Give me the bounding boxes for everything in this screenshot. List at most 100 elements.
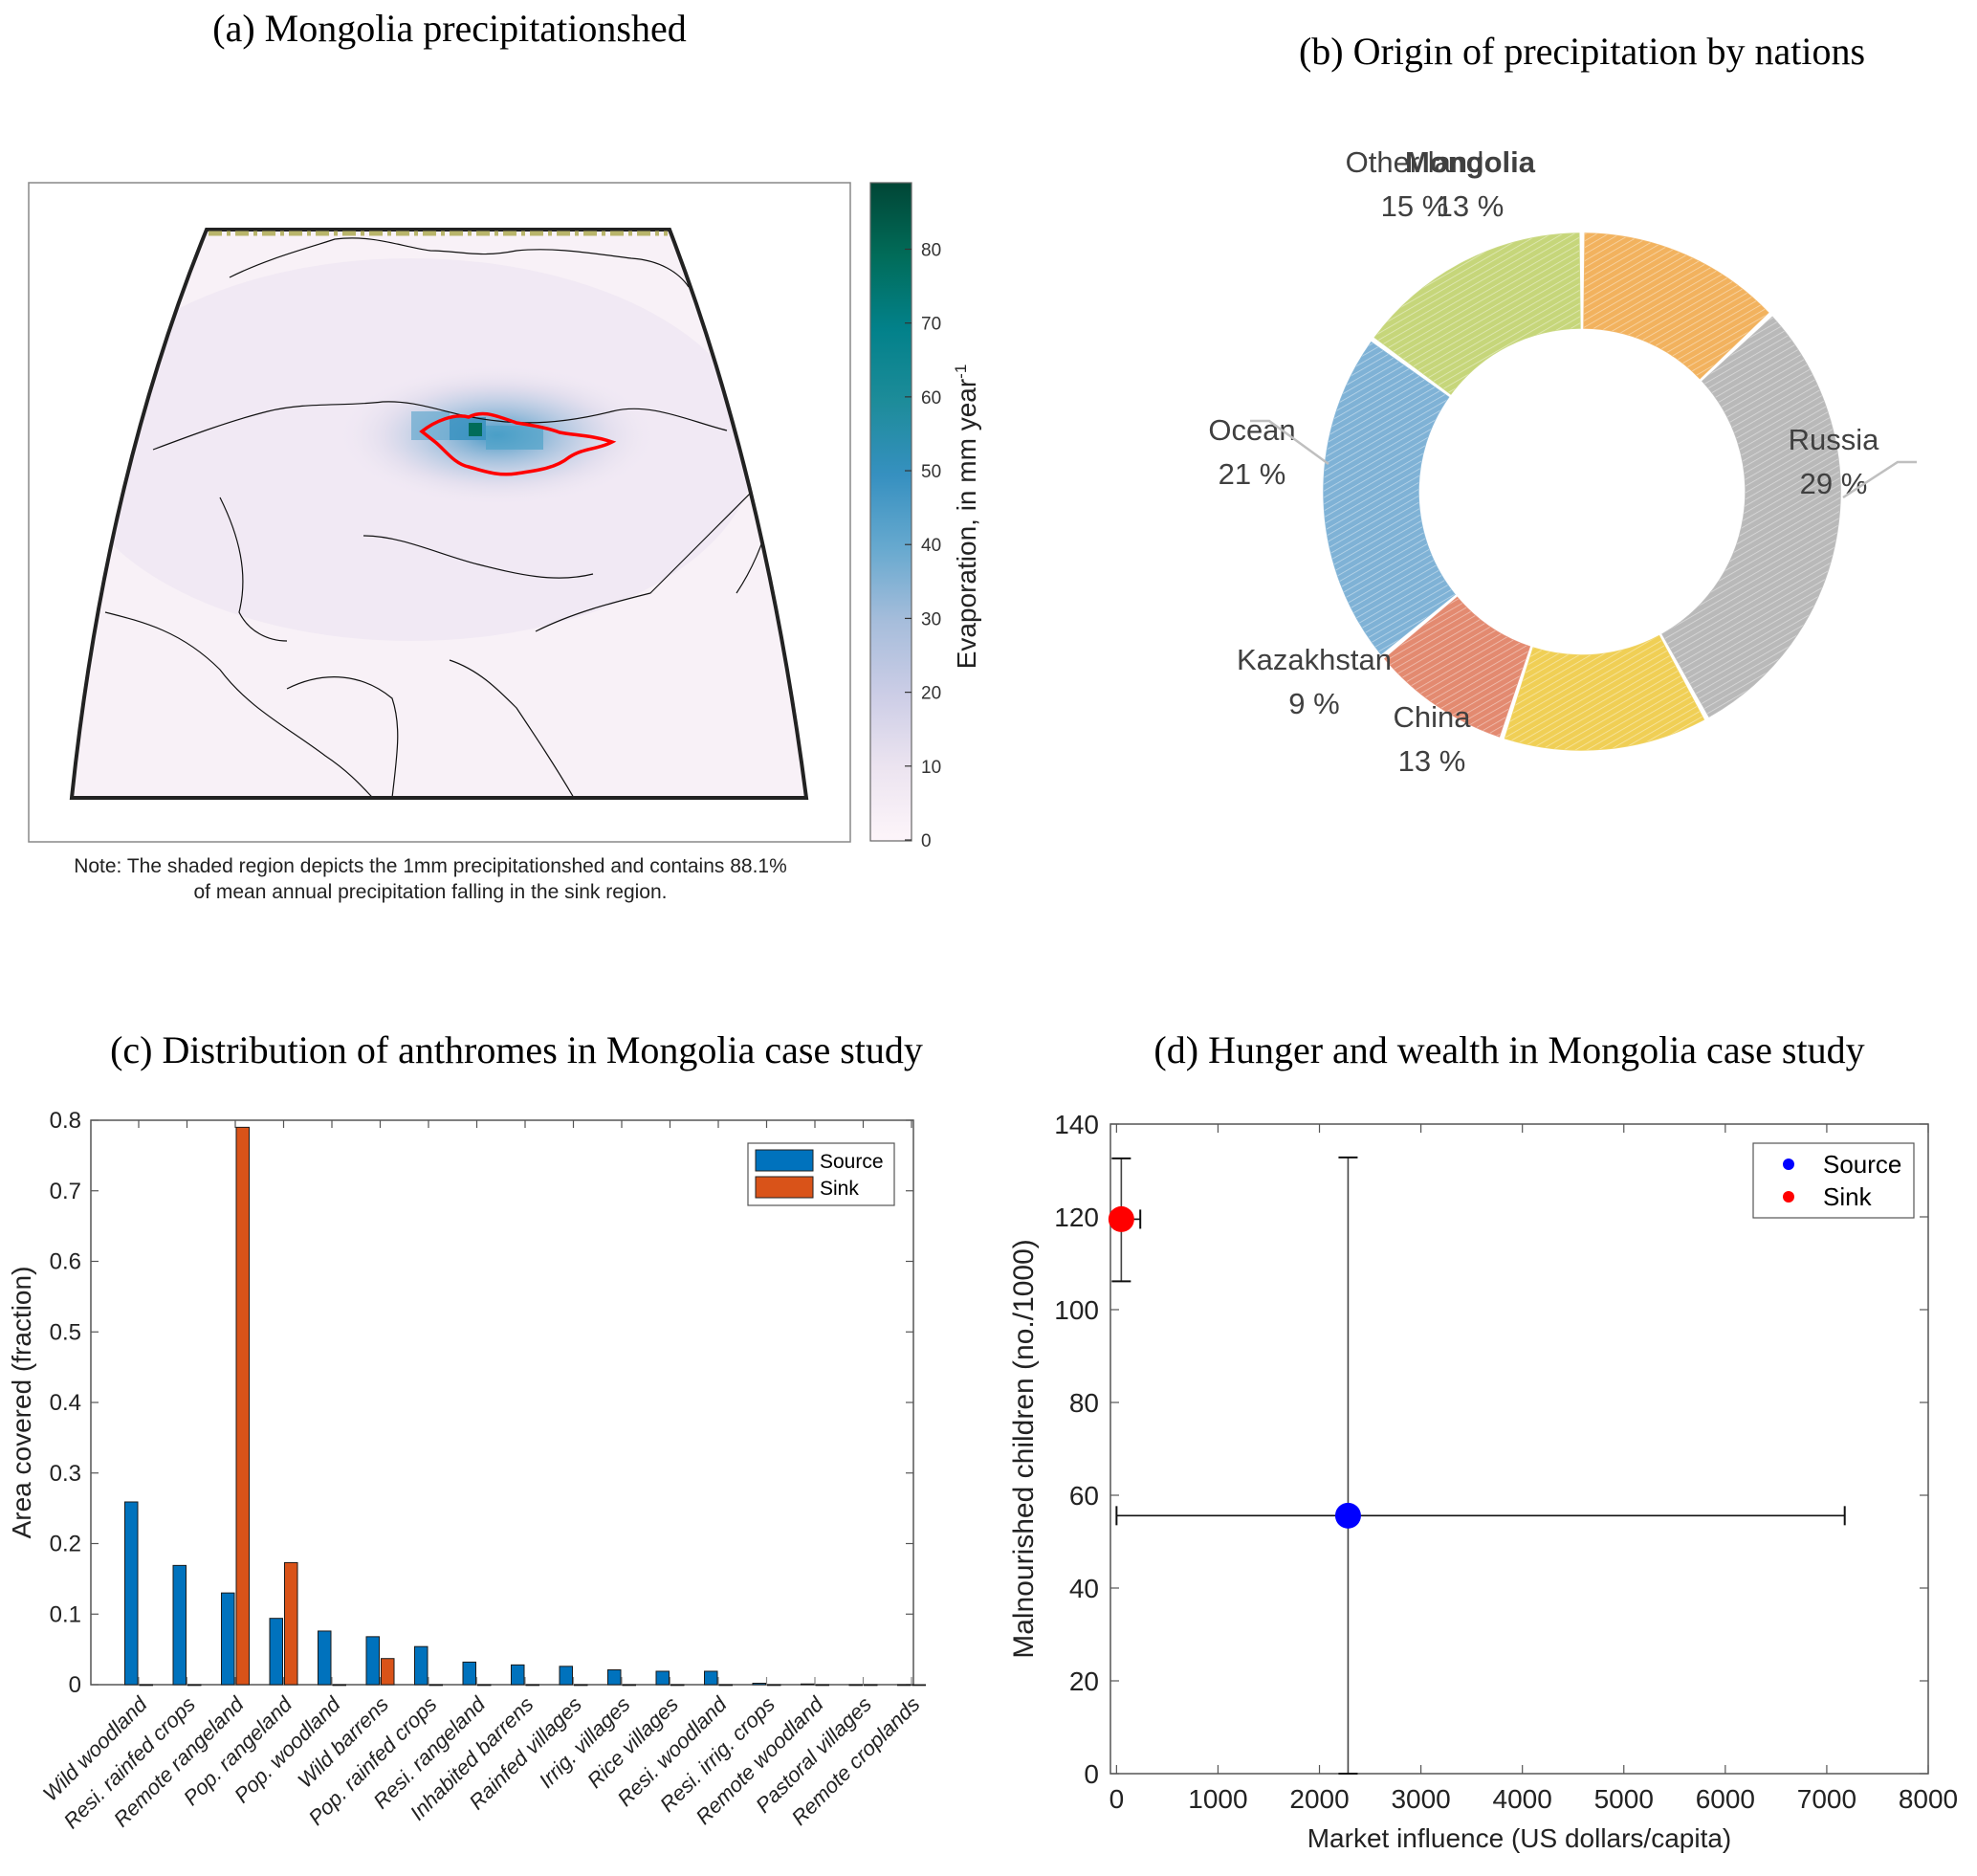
bar-sink <box>235 1126 250 1686</box>
legend-label-sink: Sink <box>820 1178 859 1200</box>
colorbar <box>869 182 912 842</box>
legend-swatch-sink <box>755 1176 814 1199</box>
y-tick-label: 140 <box>1054 1110 1099 1139</box>
x-axis-label: Market influence (US dollars/capita) <box>1307 1823 1732 1853</box>
y-tick-label: 60 <box>1069 1481 1099 1511</box>
leader-line-russia <box>1842 460 1917 499</box>
x-tick-label: 8000 <box>1899 1784 1958 1814</box>
bar-sink <box>381 1658 395 1686</box>
bar-source <box>269 1618 283 1686</box>
colorbar-tick-label: 40 <box>921 536 941 556</box>
bar-sink <box>670 1684 685 1687</box>
map-note: Note: The shaded region depicts the 1mm … <box>0 853 861 905</box>
x-tick-label: 2000 <box>1289 1784 1349 1814</box>
bar-legend: Source Sink <box>747 1142 895 1206</box>
donut-label-other-land: Other land <box>1346 145 1484 179</box>
x-tick-label: 5000 <box>1594 1784 1654 1814</box>
anthrome-bar-chart: 0 0.1 0.2 0.3 0.4 0.5 0.6 0.7 0.8 Area covered (f… <box>7 1108 926 1833</box>
x-tick-label: 3000 <box>1391 1784 1450 1814</box>
y-axis-label: Malnourished children (no./1000) <box>1008 1239 1040 1659</box>
donut-value-mongolia: 13 % <box>1437 189 1505 223</box>
y-tick-label: 120 <box>1054 1203 1099 1232</box>
bar-source <box>752 1683 766 1686</box>
x-tick-label: 1000 <box>1188 1784 1247 1814</box>
bar-source <box>848 1684 863 1687</box>
legend-swatch-source <box>755 1149 814 1172</box>
y-tick-label: 40 <box>1069 1574 1099 1603</box>
panel-d-title: (d) Hunger and wealth in Mongolia case s… <box>1153 1028 1865 1071</box>
panel-a-title: (a) Mongolia precipitationshed <box>212 7 687 50</box>
point-source <box>1334 1502 1361 1529</box>
bar-sink <box>718 1684 733 1687</box>
y-tick-label: 0.2 <box>50 1532 81 1557</box>
donut-chart: Mongolia 13 % Russia 29 % China 13 % Kazakhsta… <box>1208 145 1917 778</box>
legend-marker-source <box>1783 1159 1794 1170</box>
donut-slice-texture <box>1385 597 1530 737</box>
donut-slice-texture <box>1374 233 1580 394</box>
bar-sink <box>284 1561 298 1686</box>
bar-source <box>124 1501 139 1686</box>
x-tick-label: 6000 <box>1696 1784 1755 1814</box>
scatter-legend: Source Sink <box>1752 1142 1915 1219</box>
donut-slice-texture <box>1662 317 1840 717</box>
panel-c-title: (c) Distribution of anthromes in Mongoli… <box>110 1028 923 1071</box>
y-tick-label: 0.4 <box>50 1390 81 1416</box>
y-tick-label: 0.5 <box>50 1319 81 1345</box>
bar-sink <box>767 1684 781 1687</box>
bar-source <box>172 1564 187 1686</box>
y-tick-label: 0.8 <box>50 1108 81 1134</box>
bar-plot-area <box>90 1119 914 1686</box>
bar-source <box>655 1670 670 1686</box>
legend-label-source: Source <box>820 1151 884 1173</box>
donut-value-kazakhstan: 9 % <box>1288 687 1339 720</box>
bar-sink <box>574 1684 588 1687</box>
bar-sink <box>864 1684 878 1687</box>
panel-b-title: (b) Origin of precipitation by nations <box>1298 30 1866 73</box>
y-tick-label: 80 <box>1069 1388 1099 1418</box>
bar-sink <box>187 1684 202 1687</box>
bar-source <box>221 1592 235 1686</box>
hunger-wealth-scatter: 0 20 40 60 80 100 120 140 0 1000 2000 3000 4000 5000 6… <box>1008 1110 1958 1853</box>
bar-source <box>801 1683 815 1686</box>
scatter-plot-area <box>1109 1123 1929 1775</box>
legend-label-sink: Sink <box>1823 1182 1873 1211</box>
donut-slice-texture <box>1584 233 1768 379</box>
donut-label-mongolia: Mongolia <box>1405 145 1536 179</box>
donut-value-ocean: 21 % <box>1219 457 1286 491</box>
bar-sink <box>815 1684 829 1687</box>
bar-source <box>462 1661 476 1686</box>
donut-label-china: China <box>1394 700 1472 734</box>
x-tick-label: 0 <box>1109 1784 1125 1814</box>
donut-slice-texture <box>1324 342 1455 654</box>
colorbar-tick-label: 10 <box>921 758 941 778</box>
y-tick-label: 0.1 <box>50 1601 81 1627</box>
map-note-line-1: Note: The shaded region depicts the 1mm … <box>74 855 787 877</box>
donut-value-china: 13 % <box>1398 744 1466 778</box>
precipitationshed-cell <box>486 426 543 450</box>
donut-label-kazakhstan: Kazakhstan <box>1237 643 1392 676</box>
bar-sink <box>477 1684 492 1687</box>
colorbar-label: Evaporation, in mm year-1 <box>952 364 981 670</box>
bar-source <box>365 1636 380 1686</box>
precipitationshed-peak <box>469 423 482 436</box>
colorbar-tick-label: 80 <box>921 240 941 260</box>
y-tick-label: 0 <box>69 1672 81 1698</box>
bar-source <box>559 1666 573 1686</box>
bar-source <box>897 1684 912 1687</box>
colorbar-tick-label: 0 <box>921 831 932 851</box>
y-tick-label: 0.3 <box>50 1461 81 1487</box>
bar-sink <box>525 1684 539 1687</box>
bar-source <box>414 1645 428 1686</box>
bar-source <box>607 1669 622 1686</box>
x-tick-label: 7000 <box>1797 1784 1856 1814</box>
bar-sink <box>332 1684 346 1687</box>
y-tick-label: 0.6 <box>50 1249 81 1275</box>
colorbar-tick-label: 20 <box>921 684 941 704</box>
coastlines <box>104 237 771 798</box>
map-projection-boundary <box>69 228 809 800</box>
bar-sink <box>139 1684 153 1687</box>
bar-sink <box>428 1684 443 1687</box>
map-note-line-2: of mean annual precipitation falling in … <box>193 881 668 903</box>
y-tick-label: 0 <box>1084 1759 1099 1789</box>
colorbar-tick-label: 30 <box>921 609 941 629</box>
